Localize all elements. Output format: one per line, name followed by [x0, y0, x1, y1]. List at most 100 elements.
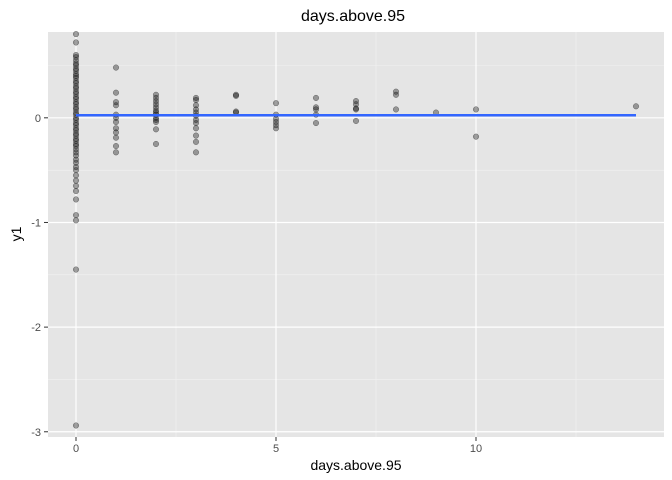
- data-point: [192, 132, 200, 139]
- data-point: [72, 116, 80, 123]
- data-point: [312, 104, 320, 111]
- data-point: [112, 125, 120, 132]
- data-point: [72, 95, 80, 103]
- data-point: [72, 80, 80, 87]
- x-tick-label: 5: [273, 443, 279, 455]
- data-point: [72, 39, 80, 46]
- grid-lines: [48, 32, 664, 437]
- chart-title: days.above.95: [301, 8, 405, 25]
- data-point: [192, 125, 200, 132]
- data-point: [72, 140, 80, 148]
- data-point: [72, 99, 80, 106]
- data-point: [72, 67, 80, 74]
- data-point: [632, 103, 640, 110]
- data-point: [72, 188, 80, 195]
- data-point: [72, 130, 80, 137]
- data-point: [72, 149, 80, 156]
- data-point: [192, 116, 200, 123]
- data-point: [152, 116, 160, 123]
- data-point: [112, 118, 120, 126]
- data-point: [352, 106, 360, 113]
- data-point: [72, 74, 80, 82]
- x-tick-label: 10: [470, 443, 482, 455]
- data-point: [72, 422, 80, 429]
- data-point: [152, 104, 160, 111]
- data-point: [152, 98, 160, 105]
- data-point: [72, 132, 80, 139]
- data-point: [72, 125, 80, 132]
- data-point: [72, 90, 80, 97]
- x-axis: 0 5 10: [73, 437, 482, 455]
- plot-panel: [48, 32, 664, 437]
- y-axis: -3 -2 -1 0: [31, 113, 48, 439]
- data-point: [152, 91, 160, 98]
- data-point: [472, 106, 480, 113]
- data-point: [192, 102, 200, 109]
- data-point: [192, 94, 200, 101]
- data-point: [72, 127, 80, 134]
- data-point: [72, 177, 80, 184]
- data-point: [72, 60, 80, 67]
- data-point: [72, 93, 80, 100]
- data-point: [152, 140, 160, 148]
- data-point: [192, 138, 200, 145]
- data-point: [152, 94, 160, 101]
- data-point: [72, 106, 80, 113]
- data-point: [72, 122, 80, 129]
- data-point: [152, 126, 160, 133]
- data-point: [392, 106, 400, 113]
- data-point: [352, 101, 360, 108]
- data-point: [232, 92, 240, 99]
- data-point: [72, 119, 80, 127]
- data-point: [72, 159, 80, 166]
- data-point: [272, 100, 280, 107]
- data-point: [112, 143, 120, 150]
- data-point: [112, 149, 120, 156]
- data-point: [72, 167, 80, 174]
- data-point: [192, 119, 200, 127]
- y-axis-title: y1: [8, 226, 24, 241]
- y-tick-label: 0: [35, 113, 41, 125]
- data-point: [192, 96, 200, 104]
- data-point: [112, 89, 120, 96]
- data-point: [392, 88, 400, 95]
- data-point: [192, 149, 200, 156]
- data-point: [312, 106, 320, 113]
- data-point: [72, 88, 80, 95]
- data-point: [312, 119, 320, 127]
- data-point: [72, 163, 80, 171]
- data-point: [352, 117, 360, 125]
- x-axis-title: days.above.95: [310, 457, 401, 473]
- data-point: [72, 135, 80, 142]
- data-point: [72, 143, 80, 150]
- data-point: [72, 156, 80, 163]
- data-point: [112, 99, 120, 106]
- data-point: [272, 125, 280, 132]
- data-point: [152, 107, 160, 114]
- data-point: [112, 102, 120, 109]
- x-tick-label: 0: [73, 443, 79, 455]
- data-point: [72, 104, 80, 111]
- y-tick-label: -3: [31, 427, 41, 439]
- data-point: [72, 85, 80, 92]
- data-point: [72, 152, 80, 159]
- data-point: [392, 91, 400, 98]
- data-point: [72, 266, 80, 273]
- data-point: [352, 98, 360, 105]
- data-point: [72, 146, 80, 153]
- y-tick-label: -1: [31, 217, 41, 229]
- data-point: [352, 105, 360, 112]
- data-point: [72, 101, 80, 108]
- data-point: [72, 196, 80, 203]
- data-point: [72, 217, 80, 224]
- data-point: [152, 101, 160, 108]
- data-point: [72, 212, 80, 219]
- data-point: [112, 64, 120, 71]
- data-point: [72, 70, 80, 77]
- data-point: [112, 129, 120, 136]
- data-point: [72, 83, 80, 90]
- data-point: [72, 62, 80, 69]
- data-point: [72, 172, 80, 179]
- data-point: [272, 118, 280, 126]
